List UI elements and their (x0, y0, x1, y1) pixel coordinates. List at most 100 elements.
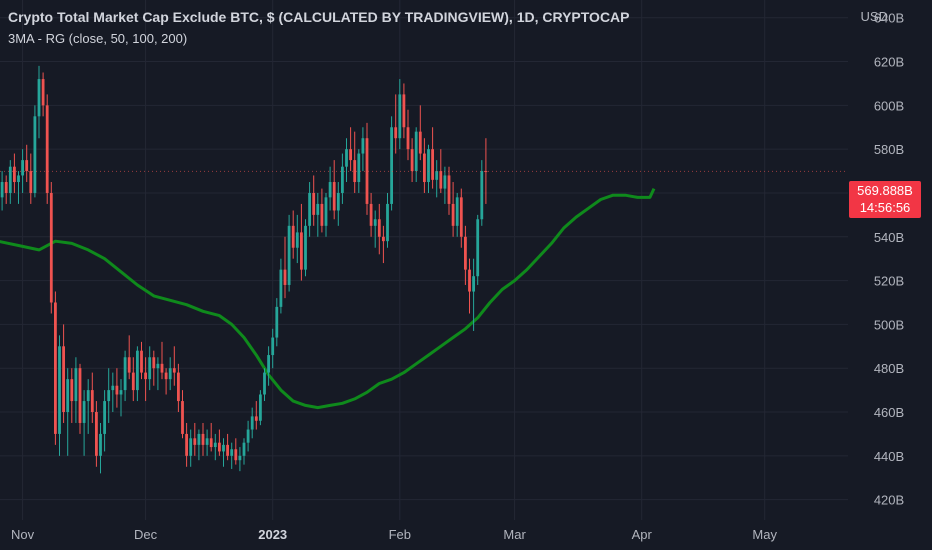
candle (291, 210, 295, 259)
candle-body (336, 192, 340, 211)
candle (0, 171, 4, 211)
candle (357, 149, 361, 193)
candle-body (82, 401, 86, 423)
candle-body (332, 182, 336, 211)
candle-body (185, 433, 188, 456)
candle-body (246, 429, 250, 443)
candle (406, 109, 410, 161)
candles-layer (0, 65, 848, 474)
candle (205, 429, 209, 456)
candle-body (447, 175, 451, 204)
candle-body (8, 166, 12, 193)
candle (386, 192, 389, 248)
time-tick-label: 2023 (258, 527, 287, 542)
candle (33, 105, 37, 198)
candle-body (242, 442, 246, 456)
candle (181, 390, 184, 439)
currency-label[interactable]: USD (860, 9, 888, 24)
candle (271, 328, 275, 369)
candle (148, 346, 152, 391)
candle (226, 433, 229, 461)
candle (459, 188, 463, 248)
candle-body (455, 197, 459, 226)
candle (49, 182, 53, 314)
candle-body (49, 192, 53, 303)
candle-body (382, 236, 385, 242)
candle (82, 390, 86, 456)
candle-body (131, 372, 135, 391)
candle (304, 219, 307, 277)
candle (54, 291, 57, 445)
candle (160, 341, 164, 380)
candle-body (127, 357, 131, 373)
candle-body (250, 416, 254, 430)
candle-body (0, 182, 4, 198)
candle (476, 214, 480, 285)
candle (62, 324, 65, 423)
price-tick-label: 460B (874, 405, 904, 420)
candle (402, 83, 406, 139)
candle (45, 94, 49, 204)
candle (369, 192, 373, 237)
candle (242, 438, 246, 465)
candle (328, 166, 332, 211)
candle (201, 422, 205, 456)
candle-body (390, 127, 393, 204)
indicator-legend[interactable]: 3MA - RG (close, 50, 100, 200) (8, 31, 188, 46)
candle (152, 350, 156, 386)
candle (4, 175, 8, 204)
candle-body (271, 337, 275, 356)
candle-body (291, 225, 295, 248)
candle (283, 236, 287, 299)
candle (410, 138, 414, 183)
candle-body (423, 153, 426, 183)
candle (21, 149, 24, 193)
last-price-value: 569.888B (857, 183, 913, 198)
time-tick-label: Feb (389, 527, 411, 542)
candle (349, 127, 352, 172)
candle-body (254, 416, 258, 421)
candle (423, 138, 426, 193)
candle-body (459, 197, 463, 237)
candle (209, 422, 213, 452)
candle-body (394, 127, 398, 139)
candle-body (308, 192, 311, 226)
candle (300, 203, 303, 281)
candle-body (451, 203, 455, 226)
price-tick-label: 620B (874, 55, 904, 70)
candle (443, 166, 447, 204)
candle-body (201, 433, 205, 445)
candle-body (464, 236, 467, 270)
candle-body (398, 94, 402, 139)
candle-body (324, 197, 328, 226)
last-price-badge: 569.888B 14:56:56 (849, 181, 921, 218)
time-tick-label: Dec (134, 527, 158, 542)
candle (119, 379, 123, 417)
candle (320, 188, 324, 233)
candle-body (17, 175, 20, 183)
price-tick-label: 580B (874, 142, 904, 157)
candle-body (345, 149, 348, 167)
candle (382, 225, 385, 264)
candle-body (312, 192, 316, 215)
price-axis[interactable]: 420B440B460B480B500B520B540B560B580B600B… (874, 11, 904, 508)
candle-body (21, 160, 24, 176)
candle-body (279, 269, 283, 307)
candle-body (136, 350, 139, 391)
moving-average-layer (0, 187, 656, 410)
time-axis[interactable]: Nov Dec 2023 Feb Mar Apr May (11, 527, 777, 542)
candle-body (365, 138, 369, 204)
candle-body (74, 368, 78, 402)
candle (254, 401, 258, 430)
candle-body (115, 385, 119, 395)
candle (435, 160, 439, 198)
chart-title[interactable]: Crypto Total Market Cap Exclude BTC, $ (… (8, 9, 630, 25)
candle-body (259, 394, 262, 421)
candle (197, 429, 201, 461)
candle-body (193, 438, 197, 445)
candle (123, 350, 127, 402)
candle (156, 357, 160, 391)
candle (70, 368, 74, 423)
candle-body (218, 442, 221, 452)
